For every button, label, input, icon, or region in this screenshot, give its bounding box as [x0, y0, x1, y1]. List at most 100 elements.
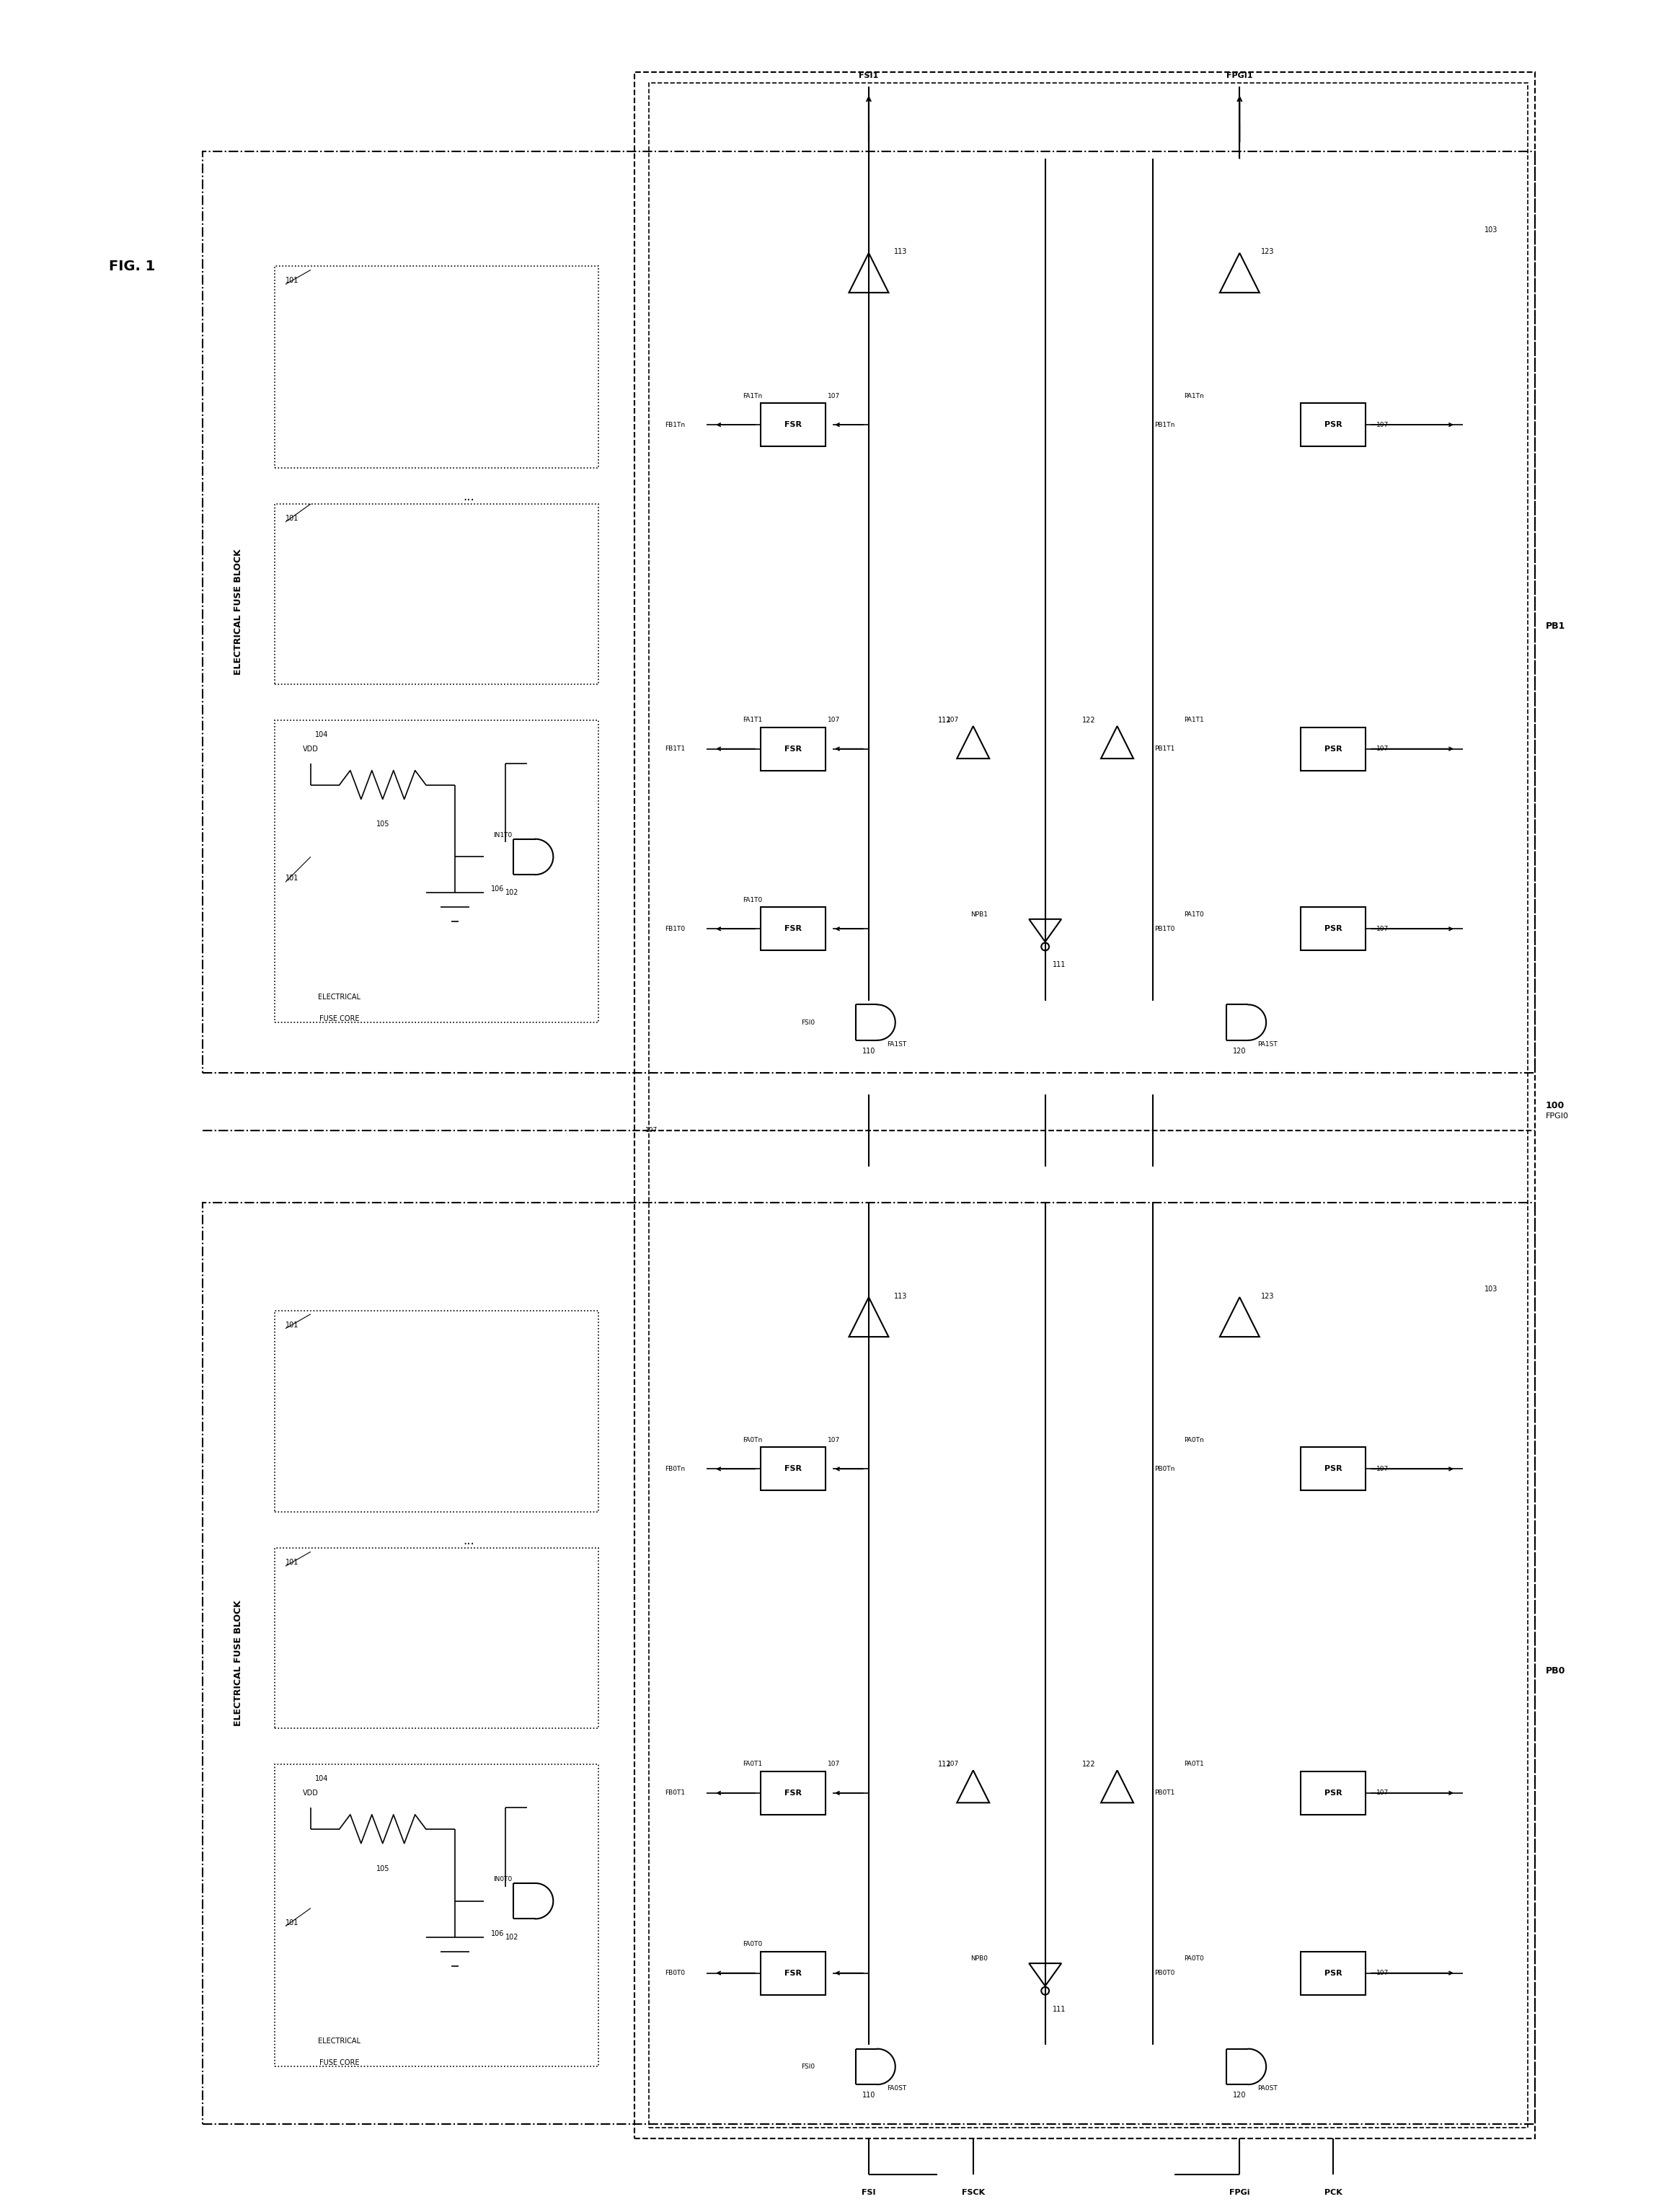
Text: FUSE CORE: FUSE CORE [319, 2059, 359, 2066]
Bar [275, 1548, 599, 1728]
Bar [1301, 1951, 1365, 1995]
Text: 107: 107 [1377, 1467, 1389, 1473]
Bar [761, 403, 825, 447]
Text: PB0T0: PB0T0 [1154, 1971, 1176, 1975]
Polygon shape [1219, 252, 1259, 292]
Polygon shape [1030, 920, 1062, 942]
Text: 120: 120 [1233, 1048, 1246, 1055]
Bar [1301, 1447, 1365, 1491]
Text: PB1Tn: PB1Tn [1154, 422, 1176, 427]
Text: PCK: PCK [1325, 2190, 1342, 2197]
Text: 110: 110 [862, 2093, 875, 2099]
Text: 107: 107 [827, 1761, 840, 1767]
Polygon shape [958, 726, 989, 759]
Bar [275, 504, 599, 684]
Text: 106: 106 [491, 885, 503, 894]
Text: FSI: FSI [862, 2190, 875, 2197]
Text: 107: 107 [827, 717, 840, 723]
Text: 107: 107 [646, 1128, 657, 1135]
Text: FB0T0: FB0T0 [664, 1971, 686, 1975]
Text: 107: 107 [1377, 745, 1389, 752]
Text: PB1T0: PB1T0 [1154, 925, 1176, 931]
Text: 101: 101 [285, 874, 299, 883]
Text: FB0T1: FB0T1 [664, 1790, 686, 1796]
Text: PB0: PB0 [1546, 1666, 1565, 1674]
Text: FSR: FSR [785, 420, 802, 429]
Text: PA0T0: PA0T0 [1184, 1955, 1204, 1962]
Text: PB0Tn: PB0Tn [1154, 1467, 1176, 1473]
Text: 122: 122 [1082, 1761, 1095, 1767]
Bar [275, 1765, 599, 2066]
Text: FA0T0: FA0T0 [743, 1940, 763, 1947]
Polygon shape [849, 1296, 889, 1336]
Bar [761, 1772, 825, 1814]
Text: 105: 105 [376, 1865, 389, 1871]
Text: PA1ST: PA1ST [1258, 1042, 1278, 1046]
Text: 107: 107 [1377, 1971, 1389, 1975]
Circle shape [1041, 942, 1050, 951]
Text: 107: 107 [827, 394, 840, 398]
Text: FSR: FSR [785, 745, 802, 752]
Text: 103: 103 [1484, 1285, 1498, 1292]
Text: FB1T1: FB1T1 [664, 745, 686, 752]
Text: 111: 111 [1053, 962, 1065, 969]
Text: 107: 107 [1377, 1790, 1389, 1796]
Polygon shape [1030, 1964, 1062, 1986]
Polygon shape [849, 252, 889, 292]
Bar [1301, 403, 1365, 447]
Bar [1301, 907, 1365, 951]
Text: VDD: VDD [304, 1790, 319, 1796]
Text: 104: 104 [315, 1774, 329, 1783]
Bar [1301, 1772, 1365, 1814]
Text: NPB1: NPB1 [971, 911, 988, 918]
Text: PA0Tn: PA0Tn [1184, 1438, 1204, 1444]
Polygon shape [1219, 1296, 1259, 1336]
Text: FSCK: FSCK [961, 2190, 984, 2197]
Text: 101: 101 [285, 1559, 299, 1566]
Bar [275, 1310, 599, 1513]
Text: FA0Tn: FA0Tn [743, 1438, 763, 1444]
Text: ELECTRICAL: ELECTRICAL [319, 993, 361, 1000]
Text: IN0T0: IN0T0 [493, 1876, 511, 1882]
Text: 123: 123 [1261, 1292, 1275, 1301]
Text: FB1Tn: FB1Tn [664, 422, 686, 427]
Text: FPGI1: FPGI1 [1226, 71, 1253, 80]
Text: FPGI0: FPGI0 [1546, 1113, 1568, 1119]
Text: PA1T1: PA1T1 [1184, 717, 1204, 723]
Text: PB1: PB1 [1546, 622, 1565, 630]
Text: 122: 122 [1082, 717, 1095, 723]
Text: FSI0: FSI0 [802, 1020, 815, 1026]
Text: 112: 112 [937, 717, 951, 723]
Text: FA0ST: FA0ST [887, 2086, 906, 2093]
Text: 107: 107 [1377, 925, 1389, 931]
Text: FA0T1: FA0T1 [743, 1761, 763, 1767]
Text: 107: 107 [1377, 422, 1389, 427]
Text: 101: 101 [285, 276, 299, 285]
Text: IN1T0: IN1T0 [493, 832, 511, 838]
Text: FSR: FSR [785, 1464, 802, 1473]
Text: 100: 100 [1546, 1102, 1565, 1110]
Bar [203, 150, 1534, 1073]
Text: 113: 113 [894, 1292, 907, 1301]
Text: 105: 105 [376, 821, 389, 827]
Circle shape [1041, 1986, 1050, 1995]
Text: PA0ST: PA0ST [1258, 2086, 1278, 2093]
Bar [634, 73, 1534, 2139]
Text: 107: 107 [946, 1761, 959, 1767]
Text: PA0T1: PA0T1 [1184, 1761, 1204, 1767]
Text: 120: 120 [1233, 2093, 1246, 2099]
Text: FA1T1: FA1T1 [743, 717, 763, 723]
Text: 104: 104 [315, 730, 329, 739]
Text: FIG. 1: FIG. 1 [109, 259, 156, 272]
Text: FA1ST: FA1ST [887, 1042, 906, 1046]
Text: ELECTRICAL: ELECTRICAL [319, 2037, 361, 2046]
Text: 112: 112 [937, 1761, 951, 1767]
Text: 106: 106 [491, 1929, 503, 1938]
Text: 102: 102 [506, 1933, 518, 1940]
Bar [275, 721, 599, 1022]
Text: 101: 101 [285, 1321, 299, 1329]
Bar [761, 1951, 825, 1995]
Text: FPGi: FPGi [1229, 2190, 1249, 2197]
Text: 111: 111 [1053, 2006, 1065, 2013]
Bar [649, 82, 1528, 2128]
